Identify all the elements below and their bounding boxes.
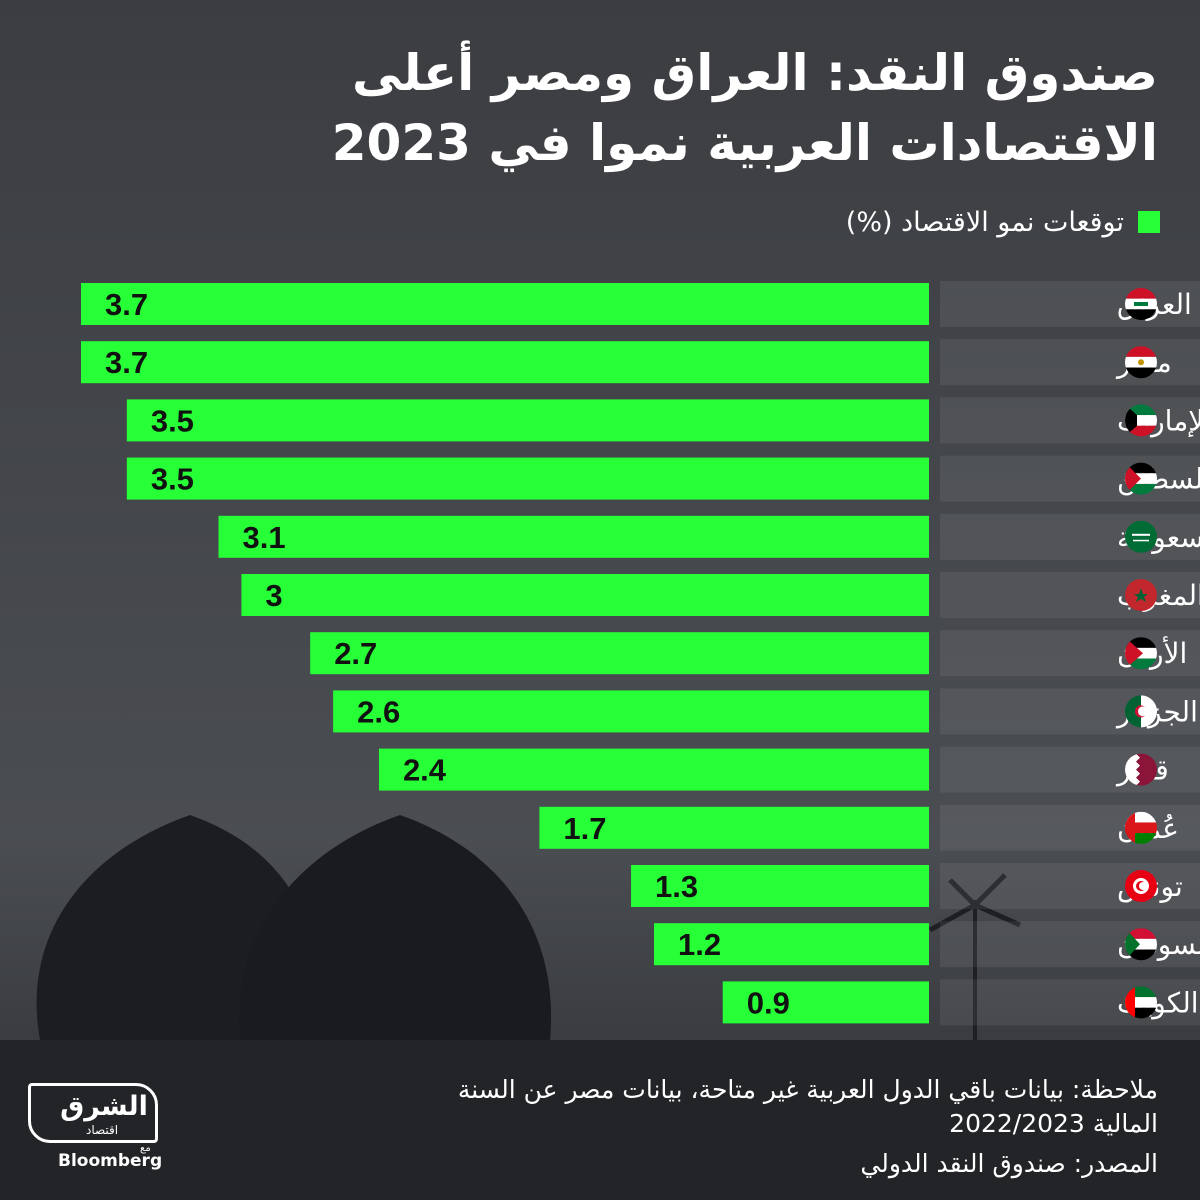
chart-title-line1: صندوق النقد: العراق ومصر أعلى [352,44,1158,102]
bar-value-label: 1.3 [655,869,698,904]
palm-leaves [928,873,1022,933]
legend: توقعات نمو الاقتصاد (%) [846,204,1160,240]
tunisia-flag-icon [1125,870,1157,902]
legend-swatch [1138,211,1160,233]
bar [81,341,929,384]
bar-value-label: 1.7 [563,811,606,846]
bar-value-label: 3.1 [243,520,286,555]
bar-value-label: 2.7 [334,636,377,671]
bar-value-label: 1.2 [678,927,721,962]
bar [81,283,929,325]
bar-value-label: 2.6 [357,694,400,729]
asharq-bloomberg-logo: الشرق اقتصاد مع Bloomberg [28,1083,163,1173]
bar [333,690,929,733]
note-line1: ملاحظة: بيانات باقي الدول العربية غير مت… [457,1075,1158,1104]
bar [631,865,929,907]
bar [653,923,929,966]
bar-value-label: 3 [265,578,282,613]
iraq-flag-icon [1125,288,1157,320]
bar-value-label: 3.5 [151,462,194,497]
uae-flag-icon [1125,986,1157,1019]
oman-flag-icon [1125,811,1157,844]
sudan-flag-icon [1125,928,1157,961]
kuwait-flag-icon [1125,404,1157,437]
bar-value-label: 2.4 [403,753,447,788]
bar-value-label: 3.5 [151,403,194,438]
palestine-flag-icon [1125,462,1157,495]
bar [539,806,929,849]
bar [218,515,929,558]
logo-frame [28,1083,158,1143]
legend-label: توقعات نمو الاقتصاد (%) [845,206,1124,238]
logo-with: مع [140,1143,151,1154]
logo-word: الشرق [60,1091,148,1122]
monument-dome-right [239,815,552,1040]
morocco-flag-icon [1125,579,1157,611]
bar [378,748,930,791]
source-note: المصدر: صندوق النقد الدولي [860,1149,1158,1178]
note-line2: المالية 2022/2023 [949,1109,1158,1138]
bar [722,981,929,1024]
bar [241,574,929,616]
algeria-flag-icon [1125,695,1157,728]
bar [126,399,930,442]
logo-sub: اقتصاد [86,1123,119,1137]
bar [310,632,929,675]
bar-value-label: 3.7 [105,345,148,380]
logo-brand: Bloomberg [58,1151,163,1171]
bar-value-label: 3.7 [105,287,148,322]
chart-title-line2: الاقتصادات العربية نموا في 2023 [331,114,1158,172]
bar [126,457,930,500]
jordan-flag-icon [1125,637,1157,670]
qatar-flag-icon [1125,753,1157,786]
egypt-flag-icon [1125,346,1157,379]
saudi-flag-icon [1125,520,1157,553]
bar-value-label: 0.9 [747,985,790,1020]
